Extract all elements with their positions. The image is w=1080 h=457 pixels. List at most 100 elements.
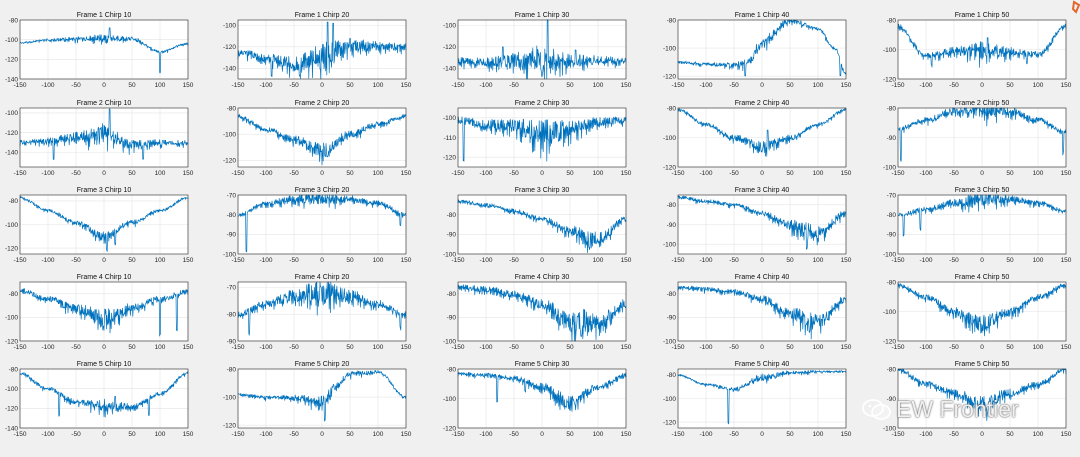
x-tick-label: 150 — [841, 82, 852, 89]
x-tick-label: 0 — [102, 257, 106, 264]
subplot-title: Frame 4 Chirp 10 — [77, 274, 132, 281]
x-tick-label: 100 — [593, 170, 604, 177]
x-tick-label: -100 — [41, 257, 54, 264]
y-tick-label: -90 — [667, 222, 677, 229]
x-tick-label: -50 — [729, 170, 739, 177]
axes-box — [237, 281, 407, 342]
series-line — [237, 281, 407, 336]
y-tick-label: -120 — [663, 164, 676, 171]
series-line — [457, 284, 627, 342]
x-tick-label: -100 — [41, 82, 54, 89]
x-tick-label: -100 — [699, 170, 712, 177]
subplot-title: Frame 2 Chirp 20 — [295, 100, 350, 107]
x-tick-label: -150 — [671, 82, 684, 89]
subplot-title: Frame 1 Chirp 40 — [735, 12, 790, 19]
subplot-5-3: -150 -100 -50 0 50 100 150 -80 -100 -120 Frame 5 C… — [443, 361, 632, 438]
subplot-3-4: -150 -100 -50 0 50 100 150 -80 -90 -100 Frame 3 Ch… — [663, 187, 852, 264]
x-tick-label: 0 — [102, 344, 106, 351]
subplot-4-2: -150 -100 -50 0 50 100 150 -70 -80 -90 Frame 4 Chi… — [227, 274, 412, 351]
x-tick-label: 150 — [401, 431, 412, 438]
y-tick-label: -100 — [443, 23, 456, 30]
y-tick-label: -140 — [223, 66, 236, 73]
x-tick-label: 100 — [373, 257, 384, 264]
wechat-icon — [862, 398, 891, 420]
x-tick-label: 150 — [401, 82, 412, 89]
x-tick-label: -50 — [71, 431, 81, 438]
x-tick-label: 100 — [1033, 257, 1044, 264]
x-tick-label: 100 — [373, 344, 384, 351]
x-tick-label: -100 — [259, 257, 272, 264]
y-tick-label: -120 — [663, 419, 676, 426]
y-tick-label: -120 — [5, 57, 18, 64]
subplot-2-2: -150 -100 -50 0 50 100 150 -80 -100 -120 Frame 2 C… — [223, 100, 412, 177]
axes-box — [677, 19, 847, 80]
x-tick-label: -150 — [13, 257, 26, 264]
axes-box — [19, 19, 189, 80]
y-tick-label: -120 — [5, 245, 18, 252]
subplot-title: Frame 2 Chirp 50 — [955, 100, 1010, 107]
x-tick-label: 0 — [102, 431, 106, 438]
orange-logo-icon — [1071, 0, 1080, 14]
series-line — [237, 21, 407, 80]
axes-box — [897, 107, 1067, 168]
axes-box — [897, 368, 1067, 429]
x-tick-label: -150 — [671, 431, 684, 438]
x-tick-label: -50 — [289, 82, 299, 89]
axes-box — [237, 19, 407, 80]
x-tick-label: 100 — [1033, 344, 1044, 351]
x-tick-label: 100 — [155, 257, 166, 264]
series-line — [457, 116, 627, 162]
y-tick-label: -80 — [667, 372, 677, 379]
x-tick-label: 0 — [320, 431, 324, 438]
x-tick-label: 150 — [183, 431, 194, 438]
x-tick-label: -100 — [479, 257, 492, 264]
x-tick-label: 100 — [1033, 431, 1044, 438]
x-tick-label: -150 — [13, 170, 26, 177]
y-tick-label: -100 — [883, 251, 896, 258]
subplot-title: Frame 4 Chirp 50 — [955, 274, 1010, 281]
series-line — [677, 19, 847, 77]
y-tick-label: -80 — [9, 291, 19, 298]
y-tick-label: -100 — [5, 386, 18, 393]
subplot-title: Frame 5 Chirp 30 — [515, 361, 570, 368]
x-tick-label: -150 — [231, 257, 244, 264]
y-tick-label: -100 — [883, 309, 896, 316]
x-tick-label: 50 — [346, 257, 354, 264]
x-tick-label: 150 — [621, 170, 632, 177]
x-tick-label: -50 — [289, 170, 299, 177]
x-tick-label: -100 — [259, 82, 272, 89]
x-tick-label: -150 — [671, 257, 684, 264]
x-tick-label: 100 — [373, 431, 384, 438]
x-tick-label: 0 — [980, 431, 984, 438]
x-tick-label: 0 — [540, 82, 544, 89]
x-tick-label: -150 — [451, 170, 464, 177]
series-line — [897, 23, 1067, 68]
axes-box — [457, 281, 627, 342]
subplot-title: Frame 4 Chirp 20 — [295, 274, 350, 281]
subplot-2-1: -150 -100 -50 0 50 100 150 -100 -120 -140 Frame 2 … — [5, 100, 194, 177]
y-tick-label: -100 — [443, 338, 456, 345]
subplot-title: Frame 1 Chirp 30 — [515, 12, 570, 19]
y-tick-label: -80 — [9, 198, 19, 205]
x-tick-label: -100 — [479, 170, 492, 177]
x-tick-label: 100 — [155, 431, 166, 438]
y-tick-label: -100 — [663, 396, 676, 403]
y-tick-label: -80 — [887, 212, 897, 219]
x-tick-label: 100 — [813, 82, 824, 89]
x-tick-label: 0 — [320, 257, 324, 264]
x-tick-label: 50 — [566, 170, 574, 177]
x-tick-label: 50 — [1006, 344, 1014, 351]
subplot-1-1: -150 -100 -50 0 50 100 150 -80 -100 -120 -140 Frame… — [5, 12, 194, 89]
subplot-1-5: -150 -100 -50 0 50 100 150 -80 -100 -120 Frame 1 C… — [883, 12, 1072, 89]
x-tick-label: 150 — [401, 257, 412, 264]
x-tick-label: 150 — [1061, 170, 1072, 177]
y-tick-label: -80 — [447, 291, 457, 298]
series-line — [19, 288, 189, 337]
x-tick-label: 100 — [155, 170, 166, 177]
y-tick-label: -100 — [223, 132, 236, 139]
subplot-title: Frame 2 Chirp 40 — [735, 100, 790, 107]
x-tick-label: 100 — [813, 257, 824, 264]
y-tick-label: -100 — [5, 222, 18, 229]
